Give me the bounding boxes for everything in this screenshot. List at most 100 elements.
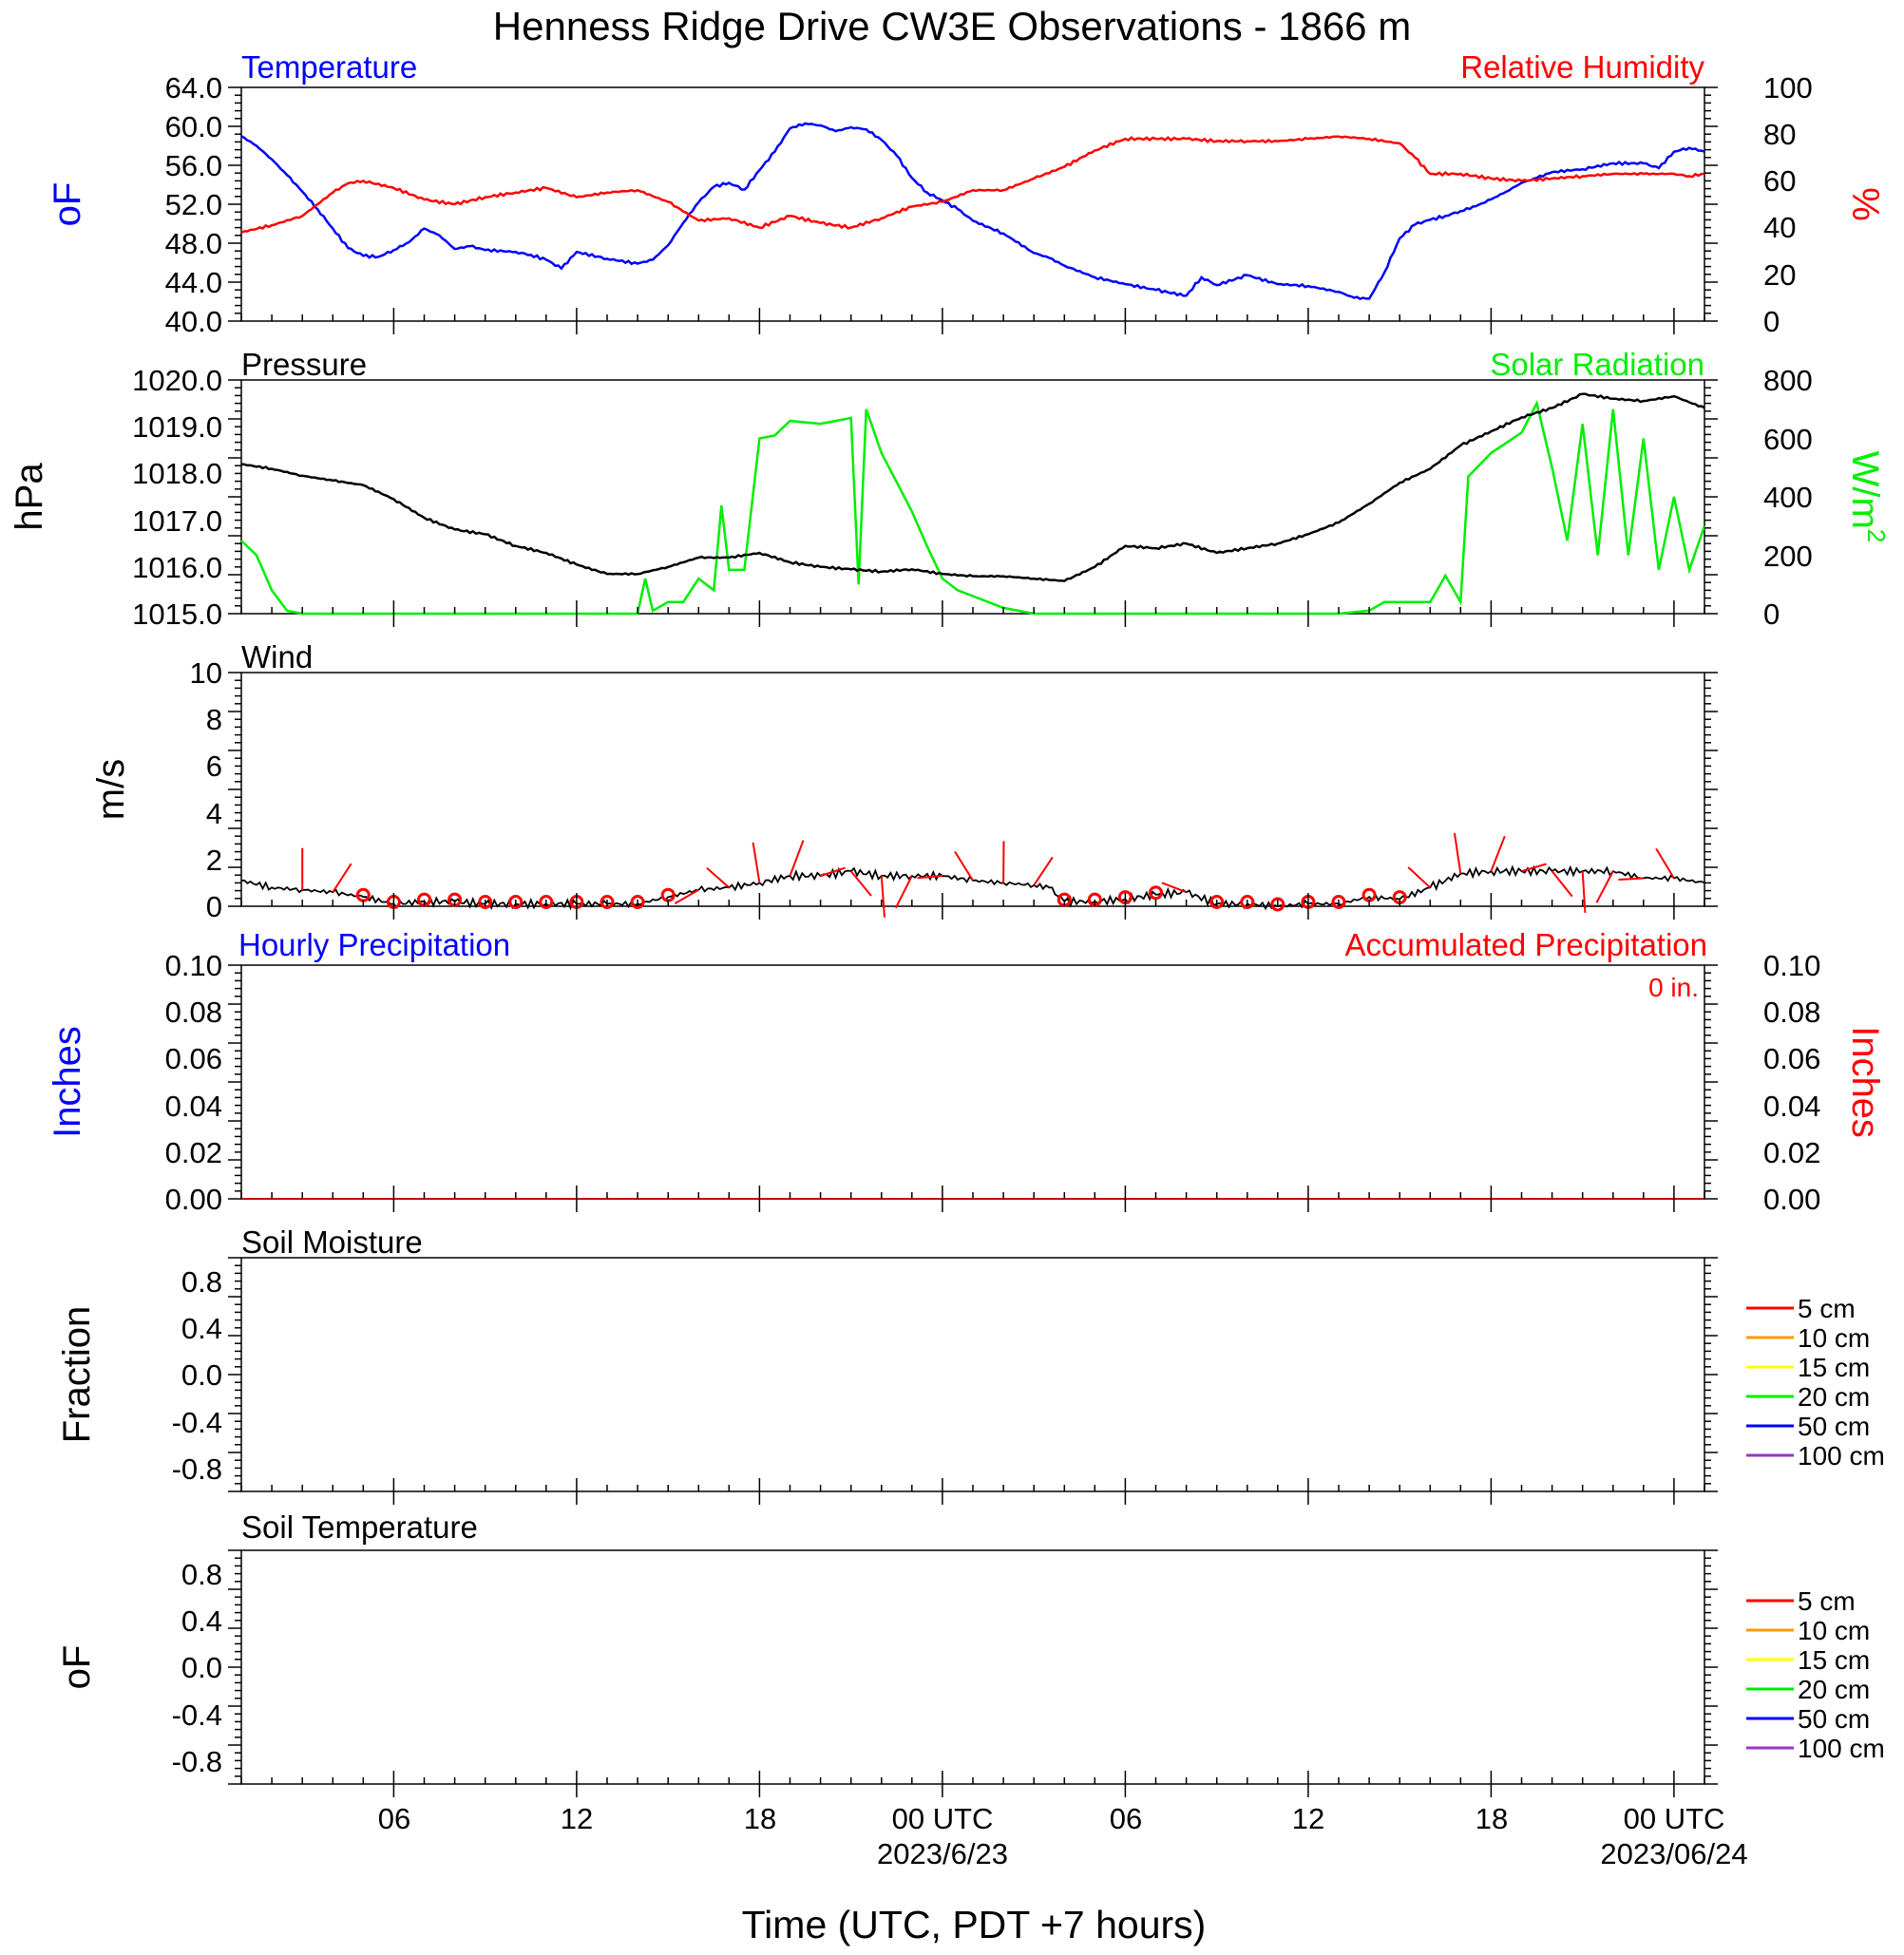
xtick-label: 12 [561,1802,593,1835]
solar-unit-text: W/m [1844,451,1886,529]
wind-barb [917,875,942,880]
x-axis-label: Time (UTC, PDT +7 hours) [742,1903,1207,1946]
precip-left-ytick-labels: 0.00 0.02 0.04 0.06 0.08 0.10 [165,949,222,1216]
ytick-label: 0.10 [1763,949,1820,982]
ytick-label: 0 [206,890,222,923]
ytick-label: 0 [1763,598,1780,631]
wind-barb [954,850,974,882]
humidity-unit-label: % [1844,187,1886,221]
ytick-label: 6 [206,750,222,783]
ytick-label: -0.8 [172,1745,222,1778]
pressure-solar-panel: Pressure Solar Radiation 1015.0 1016.0 1… [9,347,1891,631]
ytick-label: 1020.0 [132,364,222,397]
pressure-title: Pressure [241,347,367,382]
soil-temperature-panel: Soil Temperature -0.8 -0.4 0.0 0.4 0.8 o… [56,1509,1885,1785]
ytick-label: 48.0 [165,227,222,260]
svg-text:W/m2: W/m2 [1844,451,1891,543]
solar-unit-superscript: 2 [1862,529,1891,542]
accum-precip-total: 0 in. [1648,973,1699,1002]
humidity-title: Relative Humidity [1460,49,1704,85]
ytick-label: 56.0 [165,149,222,182]
wind-ytick-labels: 0 2 4 6 8 10 [190,656,222,923]
wind-barb [1490,835,1506,872]
solar-title: Solar Radiation [1490,347,1704,382]
ytick-label: 0.00 [1763,1183,1820,1216]
ytick-label: 64.0 [165,71,222,104]
wind-barb [752,842,761,883]
xtick-label: 00 UTC [1624,1802,1725,1835]
legend-label: 20 cm [1798,1382,1870,1412]
legend-label: 50 cm [1798,1704,1870,1734]
xtick-label: 18 [1476,1802,1508,1835]
calm-wind-marker [1270,897,1285,912]
calm-wind-marker [1240,895,1255,909]
ytick-label: 60.0 [165,110,222,143]
accum-precip-title: Accumulated Precipitation [1344,927,1707,962]
ytick-label: 0.8 [181,1558,222,1591]
wind-barb [1655,847,1675,880]
ytick-label: 44.0 [165,266,222,299]
ytick-label: 1017.0 [132,504,222,538]
temperature-title: Temperature [241,49,417,85]
wind-barb [706,866,730,889]
ytick-label: 52.0 [165,188,222,221]
calm-wind-marker [1149,885,1163,901]
ytick-label: 1019.0 [132,410,222,444]
calm-wind-marker [630,895,645,909]
ytick-label: 0.02 [1763,1136,1820,1169]
soil-temp-ytick-labels: -0.8 -0.4 0.0 0.4 0.8 [172,1558,222,1778]
calm-wind-marker [1331,895,1346,909]
ytick-label: 0.06 [1763,1042,1820,1075]
ytick-label: 0.04 [165,1090,222,1123]
date-label: 2023/06/24 [1600,1837,1747,1870]
ytick-label: 100 [1763,71,1813,104]
ytick-label: 0.0 [181,1651,222,1684]
solar-unit-label: W/m2 [1844,451,1891,543]
temperature-line [240,122,1705,300]
soil-temp-legend: 5 cm 10 cm 15 cm 20 cm 50 cm 100 cm [1746,1586,1885,1763]
wind-barb [1581,871,1587,913]
hourly-precip-title: Hourly Precipitation [238,927,510,962]
legend-label: 50 cm [1798,1412,1870,1441]
calm-wind-marker [508,895,524,909]
ytick-label: 40.0 [165,305,222,338]
ytick-label: 600 [1763,423,1813,456]
ytick-label: 2 [206,844,222,877]
ytick-label: -0.4 [172,1406,222,1439]
ytick-label: 0.4 [181,1312,222,1345]
calm-wind-marker [1209,895,1225,909]
pressure-unit-label: hPa [9,463,50,531]
wind-barb [1521,863,1547,873]
wind-barb [332,863,352,893]
legend-label: 5 cm [1798,1586,1856,1616]
ytick-label: 0.4 [181,1604,222,1638]
ytick-label: 0.02 [165,1136,222,1169]
ytick-label: 400 [1763,481,1813,514]
legend-label: 15 cm [1798,1645,1870,1675]
legend-label: 15 cm [1798,1353,1870,1382]
ytick-label: 0.8 [181,1265,222,1299]
figure-title: Henness Ridge Drive CW3E Observations - … [493,4,1411,48]
ytick-label: 0.10 [165,949,222,982]
solar-ytick-labels: 0 200 400 600 800 [1763,364,1813,631]
soil-moisture-panel: Soil Moisture -0.8 -0.4 0.0 0.4 0.8 Frac… [56,1224,1885,1492]
calm-wind-marker [478,895,493,909]
legend-label: 20 cm [1798,1675,1870,1704]
precipitation-panel: Hourly Precipitation Accumulated Precipi… [47,927,1886,1216]
pressure-ytick-labels: 1015.0 1016.0 1017.0 1018.0 1019.0 1020.… [132,364,222,631]
wind-barb [789,840,805,877]
soil-temp-title: Soil Temperature [241,1509,478,1545]
humidity-ytick-labels: 0 20 40 60 80 100 [1763,71,1813,338]
xtick-label: 06 [378,1802,410,1835]
x-axis: 06 12 18 00 UTC 06 12 18 00 UTC 2023/6/2… [378,1802,1748,1946]
wind-barb [820,866,846,877]
legend-label: 100 cm [1798,1734,1885,1763]
wind-barb [880,875,885,918]
wind-barb [895,875,913,909]
temperature-ytick-labels: 40.0 44.0 48.0 52.0 56.0 60.0 64.0 [165,71,222,338]
ytick-label: 80 [1763,118,1796,151]
xtick-label: 18 [744,1802,776,1835]
xtick-label: 12 [1292,1802,1324,1835]
legend-label: 100 cm [1798,1441,1885,1471]
ytick-label: 40 [1763,211,1796,244]
